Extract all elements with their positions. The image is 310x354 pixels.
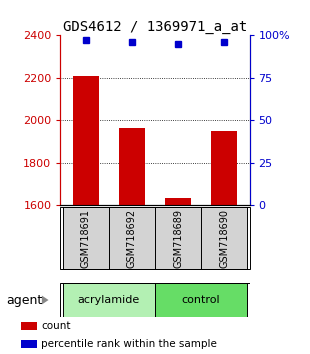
Text: GSM718690: GSM718690	[219, 209, 229, 268]
Text: agent: agent	[6, 293, 42, 307]
Bar	[63, 283, 155, 317]
Text: control: control	[182, 295, 220, 305]
Bar	[63, 207, 109, 269]
Polygon shape	[42, 296, 49, 304]
Bar	[211, 131, 237, 205]
Bar	[201, 207, 247, 269]
Bar	[21, 340, 37, 348]
Bar	[73, 76, 99, 205]
Bar	[109, 207, 155, 269]
Bar	[119, 128, 145, 205]
Text: percentile rank within the sample: percentile rank within the sample	[41, 339, 217, 349]
Bar	[155, 207, 201, 269]
Text: GSM718691: GSM718691	[81, 209, 91, 268]
Text: GSM718689: GSM718689	[173, 209, 183, 268]
Text: count: count	[41, 321, 71, 331]
Text: GSM718692: GSM718692	[127, 209, 137, 268]
Bar	[165, 198, 191, 205]
Text: acrylamide: acrylamide	[78, 295, 140, 305]
Title: GDS4612 / 1369971_a_at: GDS4612 / 1369971_a_at	[63, 21, 247, 34]
Bar	[21, 322, 37, 330]
Bar	[155, 283, 247, 317]
